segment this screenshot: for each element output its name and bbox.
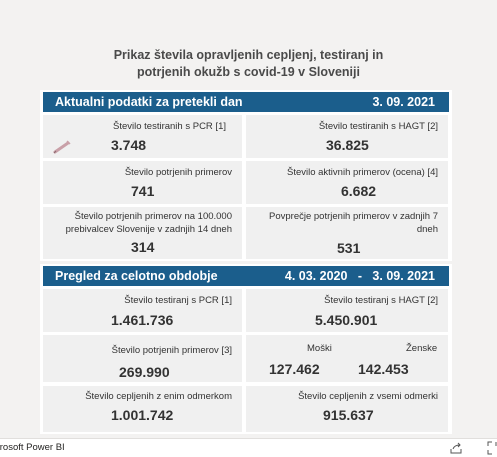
daily-per100k-card: Število potrjenih primerov na 100.000 pr… (43, 207, 242, 259)
total-hagt-card: Število testiranj s HAGT [2] 5.450.901 (246, 289, 448, 332)
daily-active-value: 6.682 (341, 183, 377, 199)
total-pcr-label: Število testiranj s PCR [1] (124, 295, 232, 306)
daily-per100k-value: 314 (131, 239, 155, 255)
daily-header-date: 3. 09. 2021 (372, 95, 435, 109)
total-hagt-label: Število testiranj s HAGT [2] (324, 295, 438, 306)
fullscreen-icon[interactable] (487, 441, 497, 455)
total-gender-card: Moški 127.462 Ženske 142.453 (246, 335, 448, 382)
daily-avg7-card: Povprečje potrjenih primerov v zadnjih 7… (246, 207, 448, 259)
male-label: Moški (307, 343, 332, 354)
daily-pcr-value: 3.748 (111, 137, 147, 153)
daily-pcr-card: Število testiranih s PCR [1] 3.748 (43, 115, 242, 158)
daily-avg7-label: Povprečje potrjenih primerov v zadnjih 7… (269, 210, 438, 236)
total-header-title: Pregled za celotno obdobje (55, 269, 218, 283)
total-confirmed-label: Število potrjenih primerov [3] (111, 345, 232, 356)
total-panel: Pregled za celotno obdobje 4. 03. 2020 -… (40, 264, 452, 434)
daily-avg7-label-line1: Povprečje potrjenih primerov v zadnjih 7 (269, 211, 438, 222)
daily-confirmed-value: 741 (131, 183, 155, 199)
daily-confirmed-card: Število potrjenih primerov 741 (43, 161, 242, 204)
daily-avg7-value: 531 (337, 240, 361, 256)
daily-per100k-label-line1: Število potrjenih primerov na 100.000 (74, 211, 232, 222)
powerbi-brand-link[interactable]: crosoft Power BI (0, 442, 65, 453)
total-confirmed-value: 269.990 (119, 364, 170, 380)
total-pcr-value: 1.461.736 (111, 312, 174, 328)
all-doses-label: Število cepljenih z vsemi odmerki (298, 391, 438, 402)
daily-active-label: Število aktivnih primerov (ocena) [4] (286, 167, 438, 178)
daily-avg7-label-line2: dneh (416, 224, 438, 235)
daily-header: Aktualni podatki za pretekli dan 3. 09. … (43, 92, 449, 112)
daily-confirmed-label: Število potrjenih primerov (124, 167, 232, 178)
daily-panel: Aktualni podatki za pretekli dan 3. 09. … (40, 90, 452, 261)
total-header-date-range: 4. 03. 2020 - 3. 09. 2021 (284, 269, 435, 283)
total-all-doses-card: Število cepljenih z vsemi odmerki 915.63… (246, 386, 448, 432)
total-one-dose-card: Število cepljenih z enim odmerkom 1.001.… (43, 386, 242, 432)
all-doses-value: 915.637 (323, 407, 374, 423)
share-icon[interactable] (449, 441, 463, 455)
daily-hagt-value: 36.825 (326, 137, 369, 153)
total-hagt-value: 5.450.901 (315, 312, 378, 328)
total-header: Pregled za celotno obdobje 4. 03. 2020 -… (43, 266, 449, 286)
report-title-line1: Prikaz števila opravljenih cepljenj, tes… (113, 48, 384, 62)
one-dose-value: 1.001.742 (111, 407, 174, 423)
daily-per100k-label: Število potrjenih primerov na 100.000 pr… (66, 210, 232, 236)
daily-hagt-card: Število testiranih s HAGT [2] 36.825 (246, 115, 448, 158)
female-value: 142.453 (358, 361, 409, 377)
daily-header-title: Aktualni podatki za pretekli dan (55, 95, 243, 109)
daily-pcr-label: Število testiranih s PCR [1] (113, 121, 226, 132)
daily-per100k-label-line2: prebivalcev Slovenije v zadnjih 14 dneh (65, 224, 232, 235)
female-label: Ženske (406, 343, 438, 354)
report-title: Prikaz števila opravljenih cepljenj, tes… (40, 47, 457, 81)
footer-bar: crosoft Power BI (0, 438, 497, 457)
daily-active-card: Število aktivnih primerov (ocena) [4] 6.… (246, 161, 448, 204)
one-dose-label: Število cepljenih z enim odmerkom (85, 391, 232, 402)
male-value: 127.462 (269, 361, 320, 377)
report-title-line2: potrjenih okužb s covid-19 v Sloveniji (137, 65, 360, 79)
report-canvas: Prikaz števila opravljenih cepljenj, tes… (40, 47, 457, 434)
total-confirmed-card: Število potrjenih primerov [3] 269.990 (43, 335, 242, 382)
syringe-icon (53, 140, 71, 154)
daily-hagt-label: Število testiranih s HAGT [2] (318, 121, 438, 132)
total-pcr-card: Število testiranj s PCR [1] 1.461.736 (43, 289, 242, 332)
